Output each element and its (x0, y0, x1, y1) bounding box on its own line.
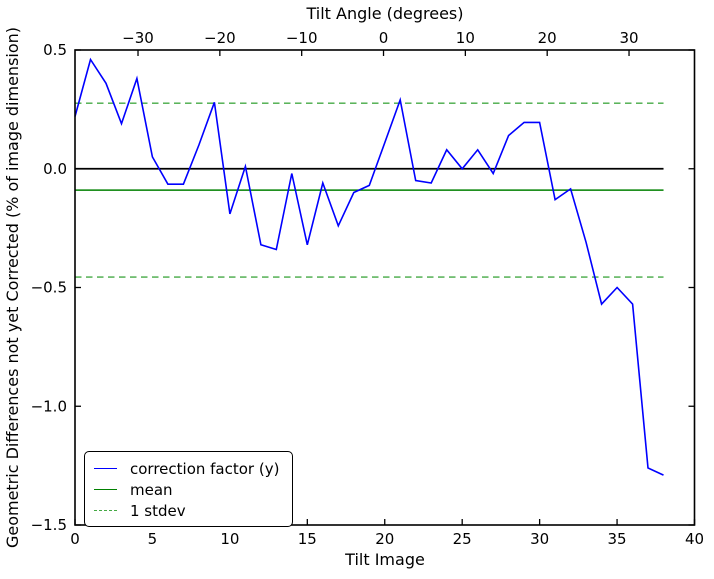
y-tick-label: −0.5 (31, 279, 67, 297)
x-tick-label: 15 (298, 530, 317, 548)
legend-label: 1 stdev (130, 501, 186, 520)
top-tick-label: 20 (538, 29, 557, 47)
legend-line-sample-green (94, 489, 117, 490)
legend-entry-mean: mean (94, 479, 286, 500)
y-tick-label: 0.0 (43, 160, 67, 178)
x-tick-label: 30 (530, 530, 549, 548)
top-tick-label: 0 (379, 29, 389, 47)
top-axis-title: Tilt Angle (degrees) (306, 4, 464, 23)
axis-tick-labels: 0 5 10 15 20 25 30 35 40 −30 −20 −10 0 10 20 30 0.5 0.0 −0… (31, 29, 704, 548)
legend-label: correction factor (y) (130, 459, 280, 478)
legend-entry-stdev: 1 stdev (94, 500, 286, 521)
legend-entry-correction-factor: correction factor (y) (94, 458, 286, 479)
top-tick-label: −20 (204, 29, 236, 47)
legend-line-sample-dashed (94, 510, 117, 511)
x-tick-label: 0 (70, 530, 80, 548)
x-tick-label: 25 (453, 530, 472, 548)
legend-label: mean (130, 480, 173, 499)
top-tick-label: −10 (286, 29, 318, 47)
x-tick-label: 20 (375, 530, 394, 548)
correction-factor-line (74, 57, 664, 476)
y-tick-label: −1.5 (31, 516, 67, 534)
x-tick-label: 5 (148, 530, 158, 548)
y-axis-title: Geometric Differences not yet Corrected … (3, 26, 22, 549)
x-tick-label: 40 (685, 530, 704, 548)
legend: correction factor (y) mean 1 stdev (84, 451, 293, 527)
top-tick-label: −30 (122, 29, 154, 47)
legend-line-sample-blue (94, 468, 117, 469)
data-series (74, 57, 664, 476)
y-tick-label: −1.0 (31, 397, 67, 415)
top-tick-label: 10 (456, 29, 475, 47)
top-tick-label: 30 (619, 29, 638, 47)
x-axis-title: Tilt Image (345, 550, 425, 569)
y-tick-label: 0.5 (43, 41, 67, 59)
x-tick-label: 35 (608, 530, 627, 548)
reference-lines (75, 102, 664, 278)
x-tick-label: 10 (220, 530, 239, 548)
axis-ticks (74, 49, 696, 526)
